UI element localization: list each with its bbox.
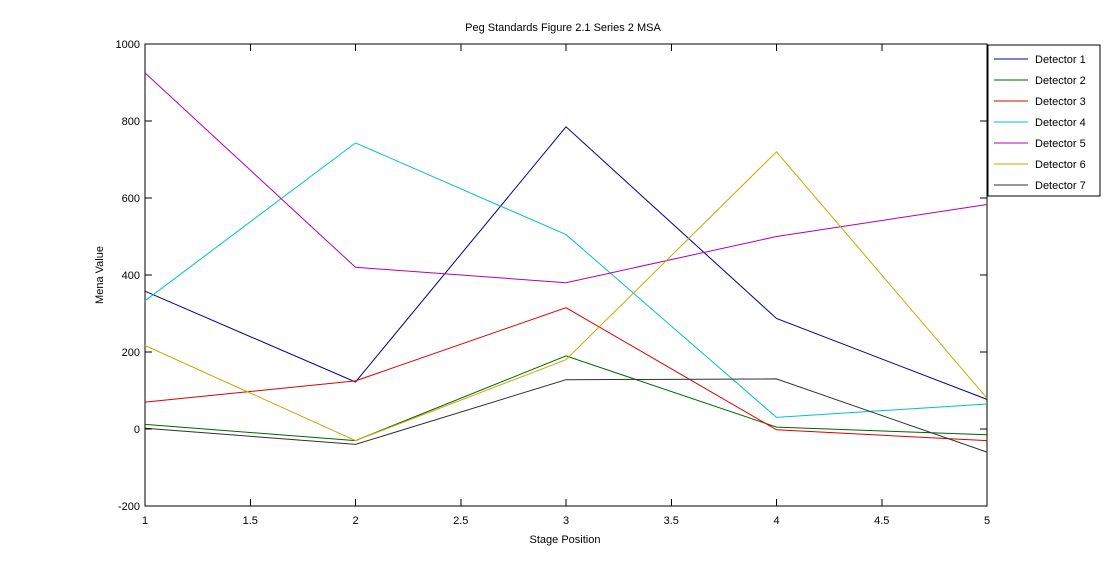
plot-frame xyxy=(144,43,988,507)
x-axis-title: Stage Position xyxy=(530,534,601,546)
legend-label-detector-7: Detector 7 xyxy=(1035,180,1086,192)
series-line-detector-2 xyxy=(144,355,988,442)
series-line-detector-3 xyxy=(144,307,988,442)
x-tick-label: 2 xyxy=(352,515,358,527)
x-tick-label: 4 xyxy=(773,515,779,527)
chart-title: Peg Standards Figure 2.1 Series 2 MSA xyxy=(465,22,661,34)
x-tick-label: 5 xyxy=(984,515,990,527)
legend: Detector 1 Detector 2 Detector 3 Detector 4… xyxy=(987,44,1101,197)
x-tick-label: 2.5 xyxy=(453,515,468,527)
x-tick-label: 4.5 xyxy=(874,515,889,527)
plot-area: 1 1.5 2 2.5 3 3.5 4 4.5 5 -200 0 200 400 600 800 1000 xyxy=(116,39,991,527)
y-tick-label: 1000 xyxy=(116,39,140,51)
series-line-detector-1 xyxy=(144,126,988,400)
legend-label-detector-4: Detector 4 xyxy=(1035,117,1086,129)
series-line-detector-6 xyxy=(144,151,988,442)
y-tick-label: 800 xyxy=(122,116,140,128)
legend-box xyxy=(987,44,1101,197)
y-tick-label: 600 xyxy=(122,193,140,205)
series-line-detector-7 xyxy=(144,378,988,453)
y-tick-label: 200 xyxy=(122,347,140,359)
x-tick-label: 1.5 xyxy=(243,515,258,527)
legend-label-detector-6: Detector 6 xyxy=(1035,159,1086,171)
legend-label-detector-5: Detector 5 xyxy=(1035,138,1086,150)
legend-label-detector-1: Detector 1 xyxy=(1035,54,1086,66)
y-tick-label: 0 xyxy=(134,424,140,436)
legend-label-detector-3: Detector 3 xyxy=(1035,96,1086,108)
y-tick-label: 400 xyxy=(122,270,140,282)
x-tick-label: 3 xyxy=(563,515,569,527)
x-tick-label: 1 xyxy=(142,515,148,527)
x-tick-label: 3.5 xyxy=(664,515,679,527)
y-axis-title: Mena Value xyxy=(94,246,106,304)
legend-label-detector-2: Detector 2 xyxy=(1035,75,1086,87)
series-line-detector-5 xyxy=(144,72,988,284)
series-line-detector-4 xyxy=(144,142,988,418)
y-tick-label: -200 xyxy=(118,501,140,513)
